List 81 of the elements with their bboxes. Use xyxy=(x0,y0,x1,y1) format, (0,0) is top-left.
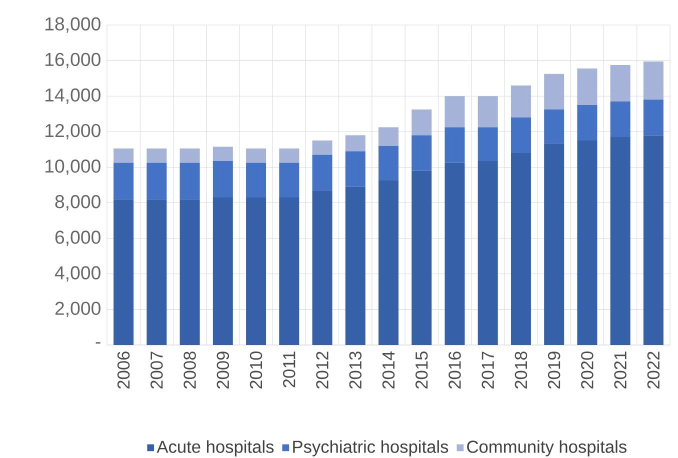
bar xyxy=(577,140,598,345)
bar xyxy=(378,180,399,345)
bar xyxy=(610,101,630,137)
y-tick-label: - xyxy=(96,342,100,344)
bar xyxy=(412,170,432,345)
bar xyxy=(180,199,200,345)
bar xyxy=(212,161,233,198)
x-tick-label: 2015 xyxy=(415,352,428,389)
bar xyxy=(146,199,167,345)
bar xyxy=(378,146,399,181)
bar xyxy=(345,186,366,345)
bar xyxy=(478,96,498,128)
y-tick-label: 10,000 xyxy=(46,159,100,175)
x-tick-label: 2022 xyxy=(647,352,660,389)
bar xyxy=(643,100,664,136)
bar xyxy=(345,151,366,187)
bar xyxy=(246,197,266,345)
bar xyxy=(643,61,664,100)
x-tick-label: 2007 xyxy=(150,352,163,389)
y-tick-label: 8,000 xyxy=(55,195,100,210)
legend-label: Psychiatric hospitals xyxy=(293,440,448,456)
x-tick-label: 2008 xyxy=(184,352,196,389)
x-tick-label: 2019 xyxy=(548,352,560,389)
x-tick-label: 2012 xyxy=(316,352,328,389)
bar xyxy=(312,140,332,155)
bar xyxy=(412,109,432,136)
bar xyxy=(444,162,465,345)
bar xyxy=(510,117,531,153)
x-tick-label: 2009 xyxy=(216,352,230,389)
x-tick-label: 2006 xyxy=(117,352,130,389)
bar xyxy=(246,148,266,163)
bar xyxy=(246,162,266,198)
bar xyxy=(577,68,598,105)
bar xyxy=(510,153,531,345)
bar xyxy=(146,148,167,163)
y-tick-label: 6,000 xyxy=(55,230,100,246)
bar xyxy=(212,197,233,345)
bar xyxy=(279,148,300,163)
bar xyxy=(279,197,300,345)
bar xyxy=(610,137,630,345)
legend-label: Acute hospitals xyxy=(156,440,274,456)
bar xyxy=(544,109,564,144)
y-tick-label: 14,000 xyxy=(46,88,100,104)
x-tick-label: 2014 xyxy=(382,351,395,389)
bar xyxy=(114,148,134,163)
y-tick-label: 18,000 xyxy=(46,17,100,33)
x-tick-label: 2020 xyxy=(581,352,594,389)
bar xyxy=(643,135,664,345)
bar xyxy=(544,74,564,110)
bar xyxy=(478,127,498,161)
bar xyxy=(180,162,200,200)
x-tick-label: 2018 xyxy=(514,352,528,389)
bar xyxy=(412,135,432,171)
x-tick-label: 2013 xyxy=(349,352,362,389)
bar xyxy=(577,105,598,141)
x-tick-label: 2011 xyxy=(283,352,296,388)
bar xyxy=(378,127,399,146)
y-tick-label: 16,000 xyxy=(46,52,100,68)
bar xyxy=(510,85,531,118)
bar xyxy=(212,146,233,161)
bar xyxy=(312,154,332,190)
bar xyxy=(345,135,366,152)
x-tick-label: 2016 xyxy=(448,352,461,389)
bar xyxy=(180,148,200,163)
y-tick-label: 4,000 xyxy=(54,266,100,282)
bar xyxy=(312,190,332,345)
bar xyxy=(114,199,134,345)
bar xyxy=(444,127,465,163)
x-tick-label: 2021 xyxy=(614,352,626,389)
bar xyxy=(610,65,630,102)
y-tick-label: 2,000 xyxy=(55,302,100,318)
bar xyxy=(114,162,134,200)
legend-label: Community hospitals xyxy=(467,440,626,456)
x-tick-label: 2017 xyxy=(482,352,494,389)
y-tick-label: 12,000 xyxy=(46,124,100,140)
bar xyxy=(444,96,465,128)
bar xyxy=(146,162,167,200)
bar xyxy=(478,161,498,345)
x-tick-label: 2010 xyxy=(250,352,262,389)
bar xyxy=(544,143,564,345)
bar xyxy=(279,162,300,198)
